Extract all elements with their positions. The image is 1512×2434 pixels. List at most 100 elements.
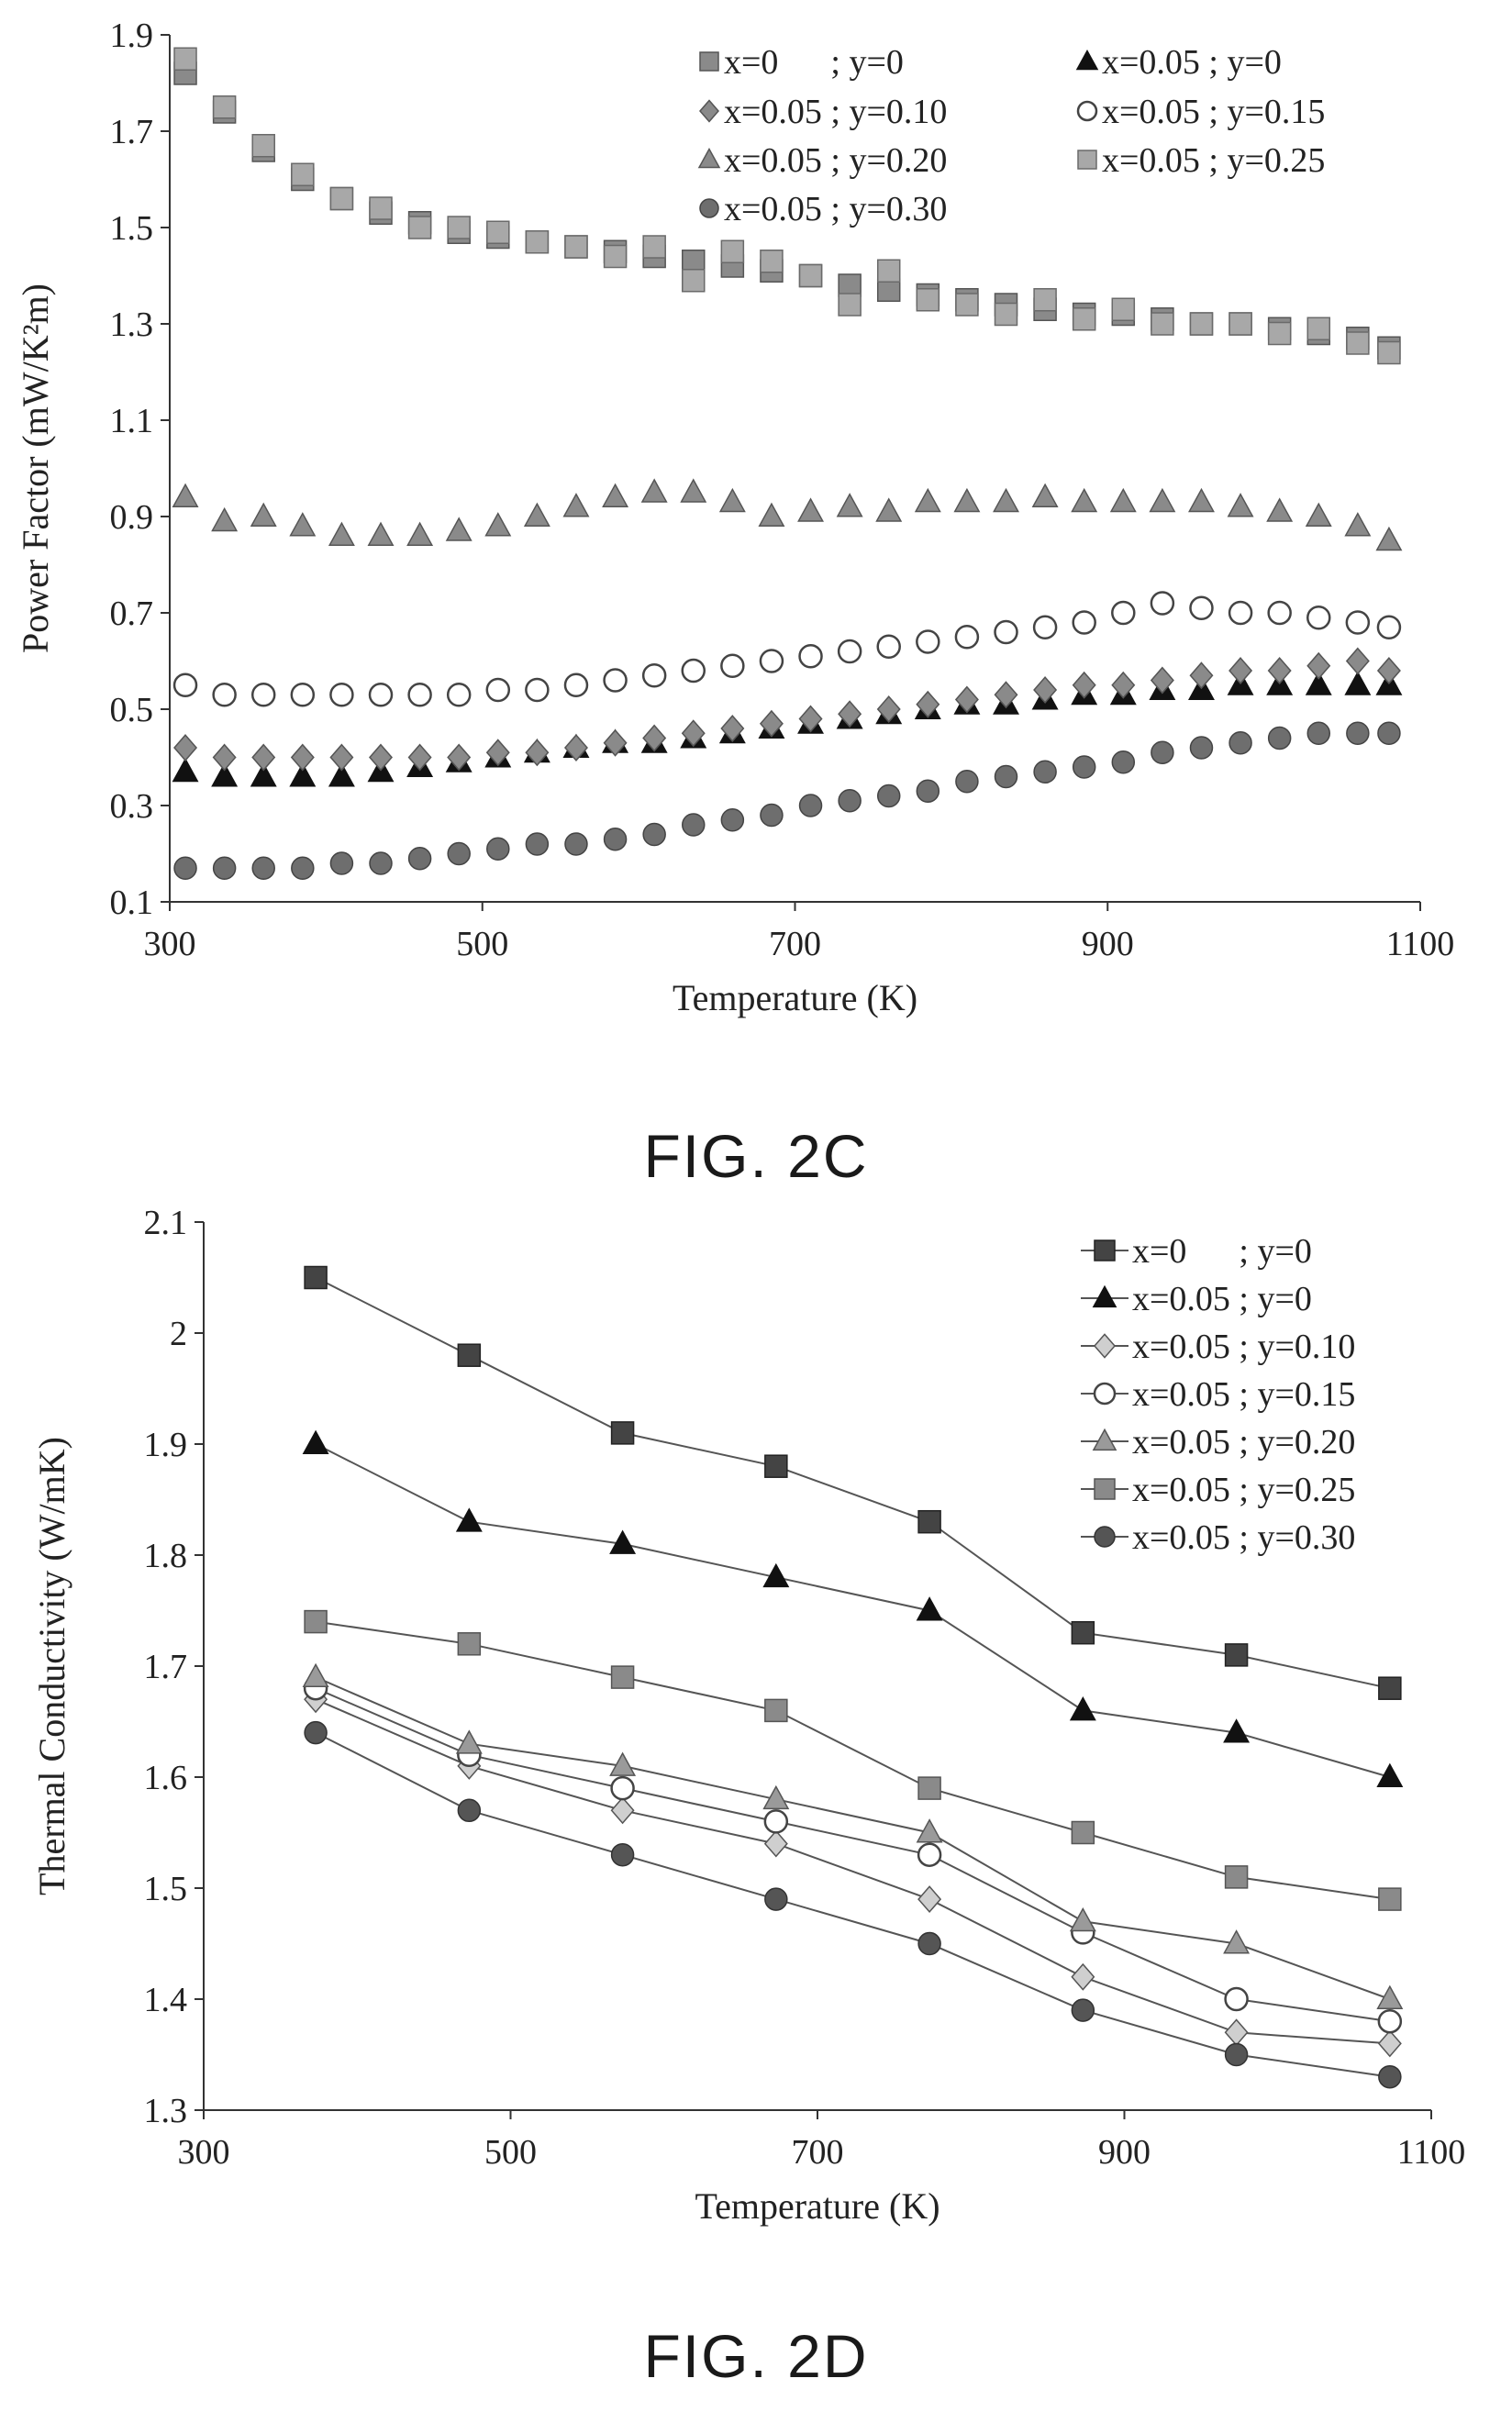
figure-caption-2c: FIG. 2C <box>643 1122 869 1190</box>
data-point <box>916 779 940 803</box>
y-tick-label: 1.3 <box>144 2092 188 2130</box>
series-line <box>315 1731 1390 2078</box>
data-point <box>328 521 355 546</box>
x-tick-label: 300 <box>178 2133 230 2172</box>
data-point <box>1150 591 1175 616</box>
legend-item: x=0.05 ; y=0.20 <box>1081 1423 1355 1462</box>
data-point <box>764 1887 788 1911</box>
legend-marker <box>1092 1284 1117 1308</box>
series-line <box>315 1698 1390 2045</box>
legend-label: x=0.05 ; y=0.20 <box>1132 1423 1355 1462</box>
y-axis-label: Thermal Conductivity (W/mK) <box>31 1437 72 1895</box>
legend-marker <box>1093 1382 1117 1406</box>
data-point <box>172 672 198 697</box>
legend-item: x=0.05 ; y=0.25 <box>1077 141 1325 180</box>
thermal-conductivity-plot: 1.3 1.4 1.5 1.6 1.7 1.8 1.9 2 2.1 300 500 700 900 110… <box>31 1204 1465 2227</box>
series-6 <box>173 721 1401 880</box>
legend-marker <box>699 51 719 72</box>
legend-label: x=0.05 ; y=0.30 <box>724 190 947 228</box>
legend-label: x=0.05 ; y=0.10 <box>1132 1328 1355 1366</box>
data-point <box>763 1829 788 1858</box>
axes: 1.3 1.4 1.5 1.6 1.7 1.8 1.9 2 2.1 300 500 700 900 110… <box>31 1204 1465 2227</box>
data-point <box>369 743 394 772</box>
legend-marker <box>699 198 719 218</box>
data-point <box>603 728 628 757</box>
data-point <box>1111 750 1136 774</box>
series-line <box>315 1443 1391 1778</box>
data-point <box>329 186 354 211</box>
data-point <box>562 493 590 517</box>
y-tick-label: 0.3 <box>110 787 154 826</box>
data-point <box>1376 657 1401 684</box>
data-point <box>1189 595 1214 620</box>
x-tick-label: 1100 <box>1386 925 1455 963</box>
data-point <box>302 1662 329 1688</box>
data-point <box>955 770 979 794</box>
plot-area <box>302 1265 1404 2089</box>
data-point <box>1377 340 1401 365</box>
data-point <box>173 47 197 71</box>
data-point <box>680 478 707 503</box>
data-point <box>798 705 823 733</box>
data-point <box>212 856 237 880</box>
y-tick-label: 1.5 <box>110 209 154 248</box>
data-point <box>1224 1986 1249 2012</box>
data-point <box>1071 487 1098 513</box>
power-factor-plot: 0.1 0.3 0.5 0.7 0.9 1.1 1.3 1.5 1.7 1.9 300 500 700 9… <box>15 17 1454 1018</box>
data-point <box>564 832 588 856</box>
data-point <box>640 478 668 503</box>
data-point <box>837 639 862 664</box>
data-point <box>302 1429 329 1454</box>
data-point <box>838 293 862 317</box>
data-point <box>173 856 197 880</box>
legend-marker <box>699 99 719 123</box>
data-point <box>610 1775 635 1801</box>
axes: 0.1 0.3 0.5 0.7 0.9 1.1 1.3 1.5 1.7 1.9 300 500 700 9… <box>15 17 1454 1018</box>
data-point <box>916 690 940 718</box>
x-tick-label: 300 <box>144 925 196 963</box>
data-point <box>1228 731 1252 755</box>
data-point <box>1345 647 1370 675</box>
data-point <box>407 847 432 871</box>
series-0 <box>304 1265 1402 1700</box>
data-point <box>1376 1984 1404 2009</box>
data-point <box>1224 2042 1249 2067</box>
x-tick-label: 1100 <box>1397 2133 1466 2172</box>
legend-item: x=0.05 ; y=0.25 <box>1081 1471 1355 1509</box>
data-point <box>720 715 745 742</box>
data-point <box>1266 497 1294 522</box>
y-tick-label: 1.9 <box>144 1426 188 1464</box>
y-tick-label: 1.1 <box>110 402 154 440</box>
data-point <box>291 162 315 186</box>
data-point <box>609 1751 637 1776</box>
data-point <box>484 512 512 537</box>
data-point <box>1376 615 1402 639</box>
data-point <box>367 521 395 546</box>
data-point <box>682 269 706 293</box>
data-point <box>406 521 434 546</box>
data-point <box>1071 1962 1095 1991</box>
data-point <box>1306 606 1331 630</box>
data-point <box>876 695 901 723</box>
data-point <box>610 1665 635 1689</box>
data-point <box>681 719 706 748</box>
legend-marker <box>1077 150 1097 170</box>
legend-label: x=0.05 ; y=0.10 <box>724 93 947 131</box>
data-point <box>1223 1929 1251 1954</box>
data-point <box>525 677 550 703</box>
data-point <box>407 683 432 707</box>
data-point <box>1378 1676 1402 1700</box>
legend: x=0 ; y=0 x=0.05 ; y=0 x=0.05 ; y=0.10 x=0.… <box>1081 1232 1355 1557</box>
data-point <box>173 734 198 761</box>
data-point <box>457 1632 482 1656</box>
legend-item: x=0.05 ; y=0 <box>1081 1280 1312 1318</box>
data-point <box>1069 1696 1096 1721</box>
figure-caption-2d: FIG. 2D <box>643 2322 869 2390</box>
legend-item: x=0.05 ; y=0 <box>1075 43 1282 82</box>
x-tick-label: 900 <box>1098 2133 1151 2172</box>
data-point <box>1224 1865 1249 1889</box>
legend-marker <box>1094 1333 1116 1359</box>
data-point <box>1071 1998 1095 2022</box>
data-point <box>455 1507 483 1532</box>
data-point <box>798 794 823 817</box>
